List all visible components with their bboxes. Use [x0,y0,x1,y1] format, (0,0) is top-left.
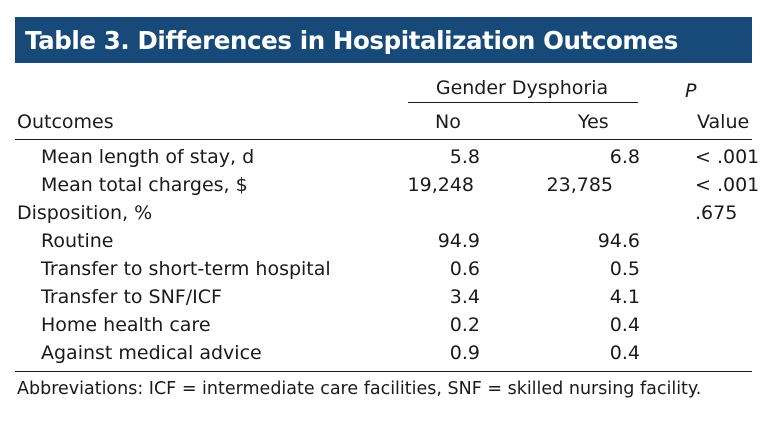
group-header-underline [408,102,638,103]
no-value: 5.8 [449,146,480,168]
value-column-header: Value [697,111,750,133]
yes-value: 0.5 [609,258,640,280]
row-label: Home health care [41,314,211,336]
abbreviations-footnote: Abbreviations: ICF = intermediate care f… [17,379,702,399]
table-row: Routine 94.9 94.6 [0,227,768,255]
row-label: Transfer to SNF/ICF [41,286,222,308]
table-title-text: Table 3. Differences in Hospitalization … [25,25,678,55]
p-value: .675 [695,202,738,224]
table-row: Home health care 0.2 0.4 [0,311,768,339]
yes-value: 23,785 [546,174,613,196]
no-value: 0.9 [449,342,480,364]
no-value: 0.6 [449,258,480,280]
p-header: P [685,80,697,102]
yes-value: 4.1 [609,286,640,308]
row-label: Against medical advice [41,342,262,364]
no-column-header: No [435,111,461,133]
no-value: 19,248 [407,174,474,196]
row-label: Disposition, % [17,202,153,224]
footer-rule [15,371,752,372]
row-label: Mean total charges, $ [41,174,248,196]
yes-value: 6.8 [609,146,640,168]
row-label: Transfer to short-term hospital [41,258,331,280]
no-value: 0.2 [449,314,480,336]
table-row: Mean length of stay, d 5.8 6.8 < .001 [0,143,768,171]
table-row: Transfer to SNF/ICF 3.4 4.1 [0,283,768,311]
table-title: Table 3. Differences in Hospitalization … [15,17,752,63]
p-value: < .001 [695,174,760,196]
row-label: Routine [41,230,114,252]
yes-value: 0.4 [609,314,640,336]
p-value: < .001 [695,146,760,168]
table-row: Mean total charges, $ 19,248 23,785 < .0… [0,171,768,199]
table-row: Against medical advice 0.9 0.4 [0,339,768,367]
table-row: Disposition, % .675 [0,199,768,227]
yes-value: 94.6 [597,230,640,252]
no-value: 94.9 [437,230,480,252]
yes-value: 0.4 [609,342,640,364]
table-row: Transfer to short-term hospital 0.6 0.5 [0,255,768,283]
header-rule [15,139,752,140]
row-label: Mean length of stay, d [41,146,255,168]
gender-dysphoria-header: Gender Dysphoria [435,77,609,99]
outcomes-header: Outcomes [17,111,114,133]
yes-column-header: Yes [578,111,609,133]
no-value: 3.4 [449,286,480,308]
